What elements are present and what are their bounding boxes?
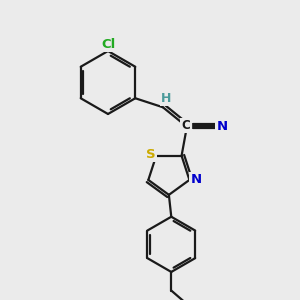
Text: N: N bbox=[216, 120, 227, 133]
Text: H: H bbox=[161, 92, 172, 105]
Text: Cl: Cl bbox=[101, 38, 115, 51]
Text: S: S bbox=[146, 148, 156, 161]
Text: N: N bbox=[190, 173, 202, 186]
Text: C: C bbox=[181, 119, 190, 132]
